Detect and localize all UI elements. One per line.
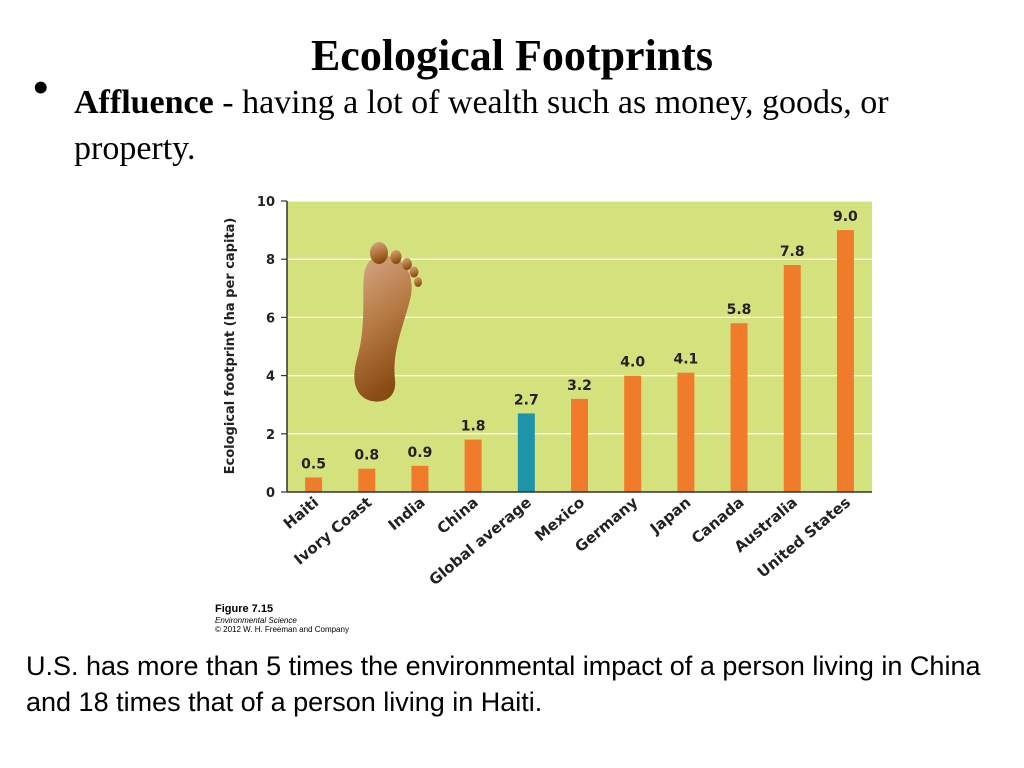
caption: U.S. has more than 5 times the environme…: [26, 651, 981, 717]
category-label: Japan: [646, 493, 695, 538]
y-axis-ticks: 0 2 4 6 8 10: [257, 195, 287, 501]
value-label: 4.1: [673, 352, 698, 368]
bar: [783, 265, 801, 492]
value-label: 0.8: [354, 448, 379, 464]
value-label: 0.9: [408, 445, 433, 461]
y-axis-title: Ecological footprint (ha per capita): [223, 218, 238, 475]
bar: [571, 398, 588, 492]
bar: [464, 439, 482, 492]
value-label: 2.7: [514, 392, 539, 408]
value-label: 0.5: [301, 456, 326, 472]
y-tick-label: 4: [266, 370, 275, 385]
category-label: China: [434, 493, 482, 537]
bar: [517, 413, 535, 492]
value-label: 7.8: [780, 244, 805, 260]
figure-copyright: © 2012 W. H. Freeman and Company: [215, 624, 349, 634]
value-label: 3.2: [567, 378, 592, 394]
bar: [411, 465, 429, 492]
bullet-term: Affluence: [74, 84, 214, 121]
y-tick-label: 8: [266, 253, 275, 268]
y-tick-label: 0: [266, 486, 275, 501]
bullet-icon: •: [32, 59, 50, 115]
bar: [305, 477, 323, 492]
category-label: Haiti: [280, 493, 322, 533]
y-tick-label: 10: [257, 195, 275, 210]
bar: [677, 372, 695, 492]
y-tick-label: 2: [266, 428, 275, 443]
bar: [358, 468, 376, 492]
value-label: 4.0: [620, 355, 645, 371]
bar: [624, 375, 642, 492]
value-label: 5.8: [727, 302, 752, 318]
category-label: United States: [754, 493, 854, 581]
value-label: 1.8: [461, 419, 486, 435]
figure-number: Figure 7.15: [215, 603, 274, 615]
value-label: 9.0: [833, 209, 858, 225]
bar: [730, 323, 748, 492]
y-tick-label: 6: [266, 311, 275, 326]
bar: [836, 230, 854, 492]
figure-credit: Figure 7.15 Environmental Science © 2012…: [215, 603, 349, 634]
slide-title: Ecological Footprints: [310, 31, 714, 80]
bullet-text: Affluence - having a lot of wealth such …: [74, 80, 1014, 172]
category-label: India: [385, 493, 429, 534]
figure-book: Environmental Science: [215, 615, 297, 625]
bars: 0.5 0.8 0.9 1.8 2.7 3.2 4.0 4.1 5.8 7.8 9.0: [301, 209, 858, 492]
footprint-icon: [354, 242, 422, 402]
bullet-definition: - having a lot of wealth such as money, …: [74, 84, 889, 167]
